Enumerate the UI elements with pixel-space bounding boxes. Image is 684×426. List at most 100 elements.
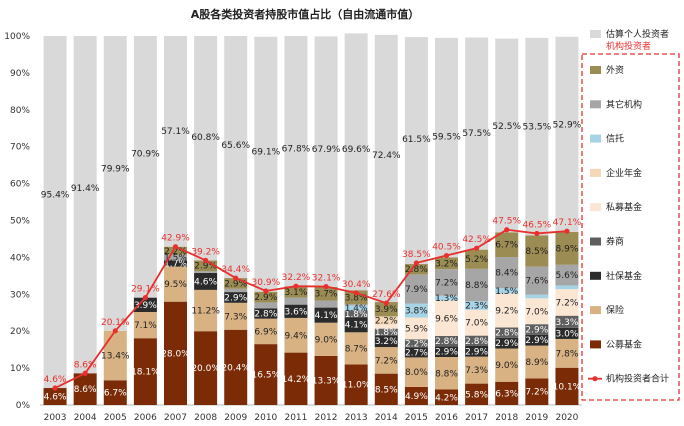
segment-label: 2.9% [495, 339, 518, 349]
legend-label: 估算个人投资者 [606, 28, 669, 40]
y-tick-label: 20% [10, 327, 30, 337]
line-label: 39.2% [191, 247, 220, 257]
y-tick-label: 70% [10, 143, 30, 153]
bar-segment [194, 260, 218, 272]
segment-label: 2.9% [465, 347, 488, 357]
bar-segment [555, 327, 579, 339]
y-tick-label: 100% [4, 32, 30, 42]
line-label: 27.6% [372, 290, 401, 300]
segment-label: 2.8% [405, 265, 428, 275]
line-label: 8.6% [74, 360, 97, 370]
segment-label: 57.5% [462, 129, 491, 139]
segment-label: 7.6% [525, 277, 548, 287]
line-point [564, 228, 570, 234]
segment-label: 8.4% [495, 269, 518, 279]
line-point [383, 300, 389, 306]
bar-segment [555, 315, 579, 328]
bar-segment [555, 231, 579, 265]
x-tick-label: 2016 [435, 413, 458, 423]
x-tick-label: 2005 [104, 413, 127, 423]
segment-label: 2.8% [495, 329, 518, 339]
segment-label: 9.2% [495, 307, 518, 317]
bar-segment [284, 36, 308, 287]
y-tick-label: 40% [10, 253, 30, 263]
bar-segment [314, 322, 338, 356]
line-label: 42.9% [161, 234, 190, 244]
bar-segment [495, 348, 519, 382]
bar-segment [495, 293, 519, 328]
bar-segment [284, 286, 308, 298]
x-tick-label: 2011 [284, 413, 307, 423]
legend-swatch [590, 237, 601, 246]
bar-segment [465, 268, 489, 302]
bar-segment [404, 37, 428, 265]
bar-segment [254, 291, 278, 303]
segment-label: 7.2% [525, 388, 548, 398]
segment-label: 61.5% [402, 135, 431, 145]
segment-label: 3.9% [134, 301, 157, 311]
bar-segment [525, 345, 549, 379]
segment-label: 67.9% [312, 145, 341, 155]
segment-label: 13.3% [312, 376, 341, 386]
x-tick-label: 2007 [164, 413, 187, 423]
bar-segment [435, 295, 458, 301]
x-tick-label: 2015 [405, 413, 428, 423]
segment-label: 8.0% [405, 368, 428, 378]
x-tick-label: 2014 [375, 413, 398, 423]
legend-swatch [590, 100, 601, 109]
bar-segment [284, 317, 308, 353]
line-label: 47.1% [553, 218, 582, 228]
segment-label: 7.1% [134, 321, 157, 331]
segment-label: 1.5% [495, 287, 518, 297]
segment-label: 52.5% [492, 122, 521, 132]
bar-segment [555, 289, 579, 316]
bar-segment [525, 298, 549, 325]
segment-label: 6.3% [495, 389, 518, 399]
x-tick-label: 2017 [465, 413, 488, 423]
segment-label: 6.7% [495, 241, 518, 251]
bar-segment [344, 304, 368, 306]
bar-segment [374, 328, 398, 336]
segment-label: 79.9% [101, 165, 130, 175]
segment-label: 3.8% [405, 307, 428, 317]
bar-segment [314, 355, 338, 405]
segment-label: 2.8% [465, 337, 488, 347]
y-tick-label: 30% [10, 290, 30, 300]
segment-label: 53.5% [523, 123, 552, 133]
segment-label: 7.3% [465, 366, 488, 376]
segment-label: 2.2% [164, 247, 187, 257]
segment-label: 91.4% [71, 184, 100, 194]
bar-segment [254, 302, 278, 309]
bar-segment [404, 264, 428, 275]
bar-segment [404, 274, 428, 304]
segment-label: 4.9% [405, 392, 428, 402]
line-point [443, 252, 450, 259]
segment-label: 2.9% [194, 262, 217, 272]
bar-segment [164, 246, 187, 255]
bar-segment [374, 335, 398, 348]
bar-segment [103, 380, 127, 405]
y-tick-label: 0% [16, 401, 31, 411]
segment-label: 2.8% [435, 337, 458, 347]
line-label: 30.4% [342, 280, 371, 290]
institutional-total-line: 4.6%8.6%20.1%29.1%42.9%39.2%34.4%30.9% 32… [44, 217, 582, 391]
segment-label: 6.7% [104, 389, 127, 399]
bar-segment [254, 36, 278, 292]
segment-label: 3.7% [315, 290, 338, 300]
line-point [82, 370, 88, 376]
legend-group-box [581, 53, 680, 401]
line-point [233, 275, 239, 281]
bar-segment [525, 266, 549, 295]
segment-label: 28.0% [161, 349, 190, 359]
line-point [323, 283, 329, 290]
y-axis: 0% 10% 20% 30% 40% 50% 60% 70% 80% 90% 100% [4, 32, 582, 411]
line-point [112, 328, 118, 334]
bar-segment [133, 297, 157, 313]
bar-segment [525, 334, 549, 346]
bar-segment [314, 307, 338, 323]
segment-label: 9.0% [495, 361, 518, 371]
line-label: 38.5% [402, 250, 431, 260]
line-label: 42.5% [462, 235, 491, 245]
segment-label: 3.2% [375, 337, 398, 347]
bar-segment [194, 272, 218, 290]
